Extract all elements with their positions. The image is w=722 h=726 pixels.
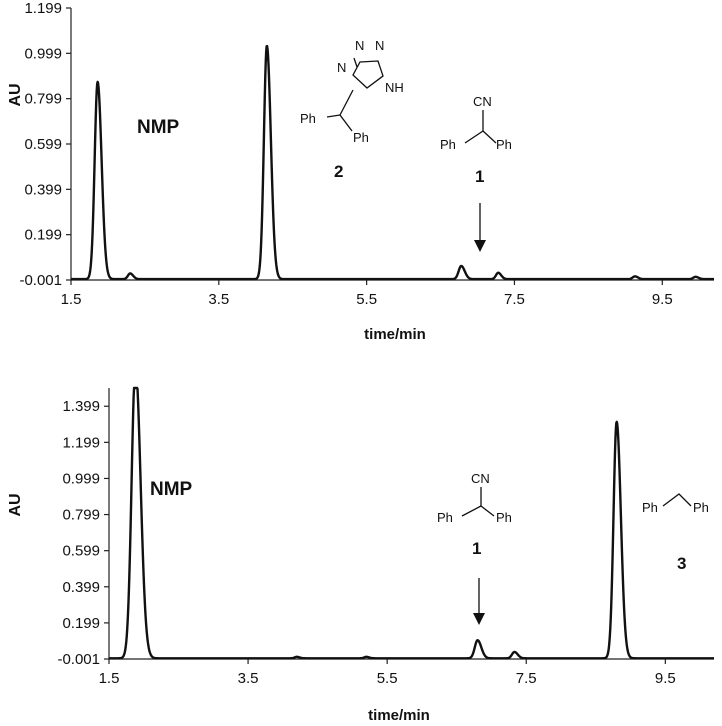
tetrazole-n-label: N (375, 38, 384, 53)
top-y-axis-label: AU (7, 83, 24, 106)
bottom-y-axis-label: AU (7, 493, 24, 516)
tetrazole-n-label: N (337, 60, 346, 75)
compound-1-number: 1 (472, 539, 481, 558)
x-tick-label: 3.5 (238, 670, 259, 687)
nitrile-label: CN (473, 94, 492, 109)
phenyl-label: Ph (300, 111, 316, 126)
x-tick-label: 1.5 (61, 291, 82, 308)
phenyl-label: Ph (693, 500, 709, 515)
y-tick-label: 0.799 (62, 507, 100, 524)
y-tick-label: 1.399 (62, 398, 100, 415)
y-tick-label: 0.599 (24, 136, 62, 153)
compound-1-number: 1 (475, 167, 484, 186)
top-x-axis-label: time/min (364, 326, 426, 343)
compound-2-structure: N N N NH Ph Ph 2 (300, 38, 404, 181)
compound-3-number: 3 (677, 554, 686, 573)
bottom-x-ticks: 1.5 3.5 5.5 7.5 9.5 (99, 659, 676, 687)
nitrile-label: CN (471, 471, 490, 486)
phenyl-label: Ph (440, 137, 456, 152)
top-nmp-label: NMP (137, 117, 180, 138)
peak-arrow-head (474, 240, 486, 252)
phenyl-label: Ph (353, 130, 369, 145)
phenyl-label: Ph (496, 510, 512, 525)
y-tick-label: 0.199 (24, 227, 62, 244)
x-tick-label: 3.5 (208, 291, 229, 308)
y-tick-label: 0.999 (24, 45, 62, 62)
tetrazole-nh-label: NH (385, 80, 404, 95)
x-tick-label: 9.5 (655, 670, 676, 687)
phenyl-label: Ph (642, 500, 658, 515)
y-tick-label: 0.599 (62, 543, 100, 560)
top-chromatogram-trace (70, 44, 715, 281)
x-tick-label: 5.5 (377, 670, 398, 687)
top-chart: -0.001 0.199 0.399 0.599 0.799 0.999 1.199 1.5… (7, 0, 715, 343)
bottom-nmp-label: NMP (150, 479, 193, 500)
y-tick-label: 1.199 (62, 434, 100, 451)
y-tick-label: 0.799 (24, 91, 62, 108)
x-tick-label: 7.5 (504, 291, 525, 308)
y-tick-label: -0.001 (57, 651, 100, 668)
top-x-ticks: 1.5 3.5 5.5 7.5 9.5 (61, 280, 673, 308)
top-y-ticks: -0.001 0.199 0.399 0.599 0.799 0.999 1.199 (19, 0, 71, 289)
phenyl-label: Ph (496, 137, 512, 152)
y-tick-label: 0.999 (62, 470, 100, 487)
compound-3-structure: Ph Ph 3 (642, 493, 709, 573)
x-tick-label: 5.5 (356, 291, 377, 308)
peak-arrow-head (473, 613, 485, 625)
compound-2-number: 2 (334, 162, 343, 181)
y-tick-label: -0.001 (19, 272, 62, 289)
y-tick-label: 0.199 (62, 615, 100, 632)
y-tick-label: 1.199 (24, 0, 62, 17)
top-compound-1-structure: CN Ph Ph 1 (440, 94, 512, 252)
bottom-y-ticks: -0.001 0.199 0.399 0.599 0.799 0.999 1.199 1.39… (57, 398, 109, 668)
bottom-chart: -0.001 0.199 0.399 0.599 0.799 0.999 1.199 1.39… (7, 386, 715, 724)
x-tick-label: 1.5 (99, 670, 120, 687)
tetrazole-n-label: N (355, 38, 364, 53)
bottom-compound-1-structure: CN Ph Ph 1 (437, 471, 512, 625)
x-tick-label: 9.5 (652, 291, 673, 308)
y-tick-label: 0.399 (62, 579, 100, 596)
y-tick-label: 0.399 (24, 181, 62, 198)
x-tick-label: 7.5 (516, 670, 537, 687)
bottom-x-axis-label: time/min (368, 707, 430, 724)
phenyl-label: Ph (437, 510, 453, 525)
bottom-chromatogram-trace (108, 386, 715, 660)
